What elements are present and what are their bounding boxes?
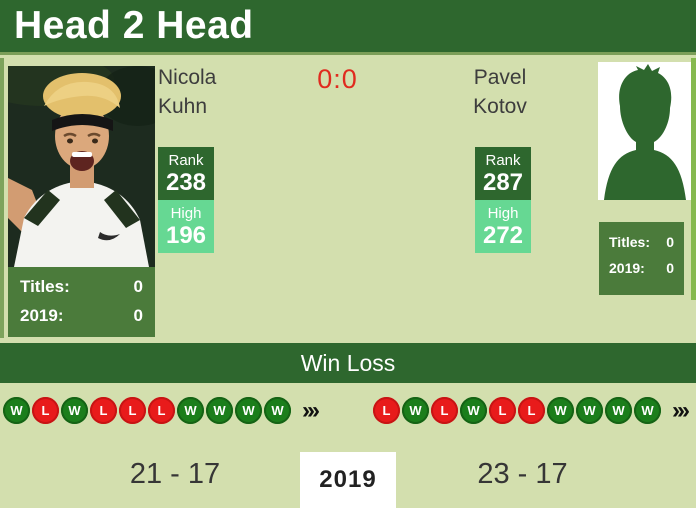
result-w-badge[interactable]: W — [264, 397, 291, 424]
player-left-name: Nicola Kuhn — [158, 63, 216, 121]
left-border-strip — [0, 58, 4, 338]
titles-value: 0 — [666, 234, 674, 250]
result-w-badge[interactable]: W — [235, 397, 262, 424]
high-label: High — [170, 204, 202, 222]
result-w-badge[interactable]: W — [634, 397, 661, 424]
result-w-badge[interactable]: W — [177, 397, 204, 424]
player-left-photo[interactable] — [8, 66, 155, 267]
result-l-badge[interactable]: L — [90, 397, 117, 424]
titles-label: Titles: — [20, 277, 70, 296]
result-w-badge[interactable]: W — [605, 397, 632, 424]
player-right-photo[interactable] — [598, 62, 691, 200]
player-left-badges: Rank 238 High 196 — [158, 147, 214, 253]
result-w-badge[interactable]: W — [547, 397, 574, 424]
high-label: High — [487, 204, 519, 222]
result-w-badge[interactable]: W — [576, 397, 603, 424]
result-w-badge[interactable]: W — [402, 397, 429, 424]
year-titles-label: 2019: — [20, 306, 64, 325]
result-l-badge[interactable]: L — [489, 397, 516, 424]
result-l-badge[interactable]: L — [119, 397, 146, 424]
rank-badge: Rank 238 — [158, 147, 214, 200]
player-right-winloss-total: 23 - 17 — [477, 458, 568, 490]
year-titles-value: 0 — [133, 306, 143, 325]
win-loss-header: Win Loss — [0, 343, 696, 383]
year-titles-label: 2019: — [609, 260, 645, 276]
year-selector-label: 2019 — [319, 466, 377, 493]
high-value: 196 — [165, 221, 207, 249]
win-loss-title: Win Loss — [300, 349, 396, 376]
player-left-first: Nicola — [158, 66, 217, 89]
high-value: 272 — [482, 221, 524, 249]
more-results-left-icon[interactable]: ››› — [302, 397, 320, 424]
player-right-first: Pavel — [473, 66, 527, 89]
player-right-last: Kotov — [473, 95, 527, 118]
right-border-strip — [691, 58, 696, 300]
titles-value: 0 — [133, 277, 143, 296]
result-l-badge[interactable]: L — [518, 397, 545, 424]
player-left-last: Kuhn — [158, 95, 208, 118]
result-l-badge[interactable]: L — [148, 397, 175, 424]
rank-label: Rank — [485, 151, 521, 169]
titles-label: Titles: — [609, 234, 650, 250]
result-w-badge[interactable]: W — [460, 397, 487, 424]
rank-value: 287 — [482, 168, 524, 196]
result-w-badge[interactable]: W — [3, 397, 30, 424]
rank-label: Rank — [168, 151, 204, 169]
avatar-silhouette-icon — [598, 62, 691, 200]
high-badge: High 272 — [475, 200, 531, 253]
page-title: Head 2 Head — [14, 4, 254, 47]
high-badge: High 196 — [158, 200, 214, 253]
year-titles-value: 0 — [666, 260, 674, 276]
player-photo-illustration — [8, 66, 155, 267]
rank-badge: Rank 287 — [475, 147, 531, 200]
player-right-titles-box: Titles: 0 2019: 0 — [599, 222, 684, 295]
year-selector[interactable]: 2019 — [300, 452, 396, 508]
more-results-right-icon[interactable]: ››› — [672, 397, 690, 424]
result-l-badge[interactable]: L — [32, 397, 59, 424]
player-left-titles-box: Titles: 0 2019: 0 — [8, 267, 155, 337]
result-w-badge[interactable]: W — [61, 397, 88, 424]
result-l-badge[interactable]: L — [373, 397, 400, 424]
result-w-badge[interactable]: W — [206, 397, 233, 424]
player-right-name: Pavel Kotov — [440, 63, 560, 121]
h2h-score: 0:0 — [317, 64, 358, 94]
player-right-badges: Rank 287 High 272 — [475, 147, 531, 253]
player-left-winloss-total: 21 - 17 — [129, 458, 221, 490]
rank-value: 238 — [165, 168, 207, 196]
header-banner: Head 2 Head — [0, 0, 696, 55]
result-l-badge[interactable]: L — [431, 397, 458, 424]
